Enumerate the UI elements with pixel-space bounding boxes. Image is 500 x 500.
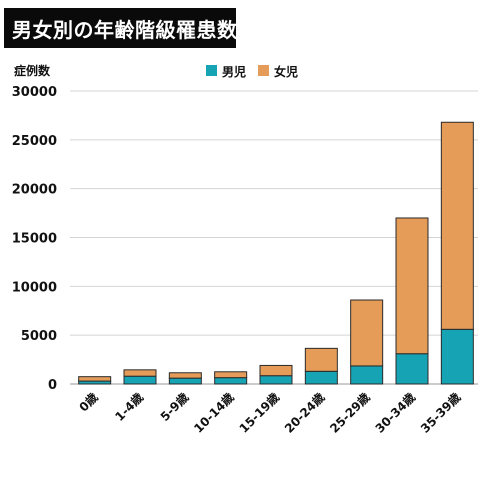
y-tick-labels: 0 5000 10000 15000 20000 25000 30000	[12, 85, 57, 393]
bar-segment	[259, 364, 293, 377]
bar-segment	[395, 353, 429, 385]
y-tick-label: 0	[48, 378, 57, 393]
x-tick-label: 35-39歳	[417, 390, 463, 436]
x-tick-label: 0歳	[76, 390, 101, 415]
y-tick-label: 20000	[12, 183, 57, 198]
y-axis-label: 症例数	[14, 64, 51, 78]
x-tick-label: 25-29歳	[327, 390, 373, 436]
x-tick-label: 1-4歳	[112, 390, 146, 424]
x-tick-label: 10-14歳	[191, 390, 237, 436]
bar-segment	[304, 370, 338, 385]
legend-label: 女児	[274, 64, 298, 79]
legend: 男児 女児	[206, 64, 298, 79]
bar-segment	[304, 347, 338, 372]
x-tick-label: 5-9歳	[157, 390, 191, 424]
bar-segment	[259, 375, 293, 385]
legend-swatch	[258, 65, 269, 76]
y-tick-label: 25000	[12, 134, 57, 149]
bar-segment	[395, 217, 429, 355]
legend-label: 男児	[222, 65, 246, 79]
legend-swatch	[206, 65, 217, 76]
bar-segment	[78, 376, 112, 382]
x-tick-label: 15-19歳	[236, 390, 282, 436]
bar-segment	[350, 299, 384, 367]
x-tick-labels: 0歳 1-4歳 5-9歳 10-14歳 15-19歳 20-24歳 25-29歳 30-34歳…	[76, 390, 464, 436]
bar-segment	[350, 365, 384, 385]
x-tick-label: 30-34歳	[372, 390, 418, 436]
bar-segment	[440, 121, 474, 330]
y-tick-label: 10000	[12, 280, 57, 295]
bar-segment	[123, 375, 157, 385]
bar-segment	[168, 377, 202, 385]
bars	[78, 121, 474, 385]
y-tick-label: 15000	[12, 232, 57, 247]
y-tick-label: 30000	[12, 85, 57, 100]
chart-title: 男女別の年齢階級罹患数	[4, 8, 236, 48]
y-tick-label: 5000	[21, 329, 57, 344]
x-tick-label: 20-24歳	[281, 390, 327, 436]
bar-segment	[168, 372, 202, 379]
bar-segment	[123, 369, 157, 377]
bar-segment	[214, 377, 248, 385]
bar-segment	[440, 328, 474, 385]
bar-segment	[214, 371, 248, 379]
